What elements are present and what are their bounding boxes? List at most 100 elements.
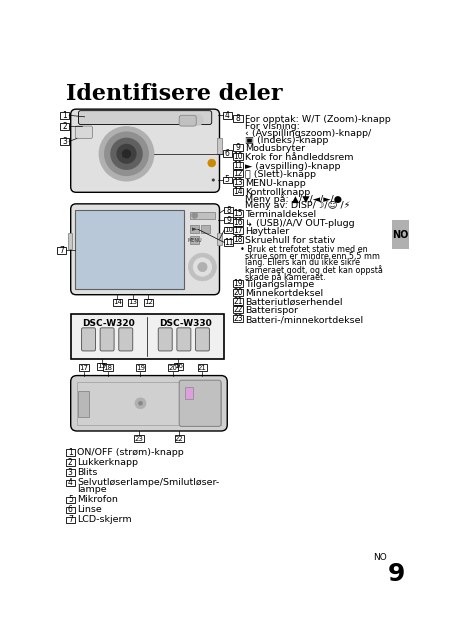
Text: lampe: lampe bbox=[77, 485, 107, 495]
Text: 7: 7 bbox=[59, 246, 64, 255]
Text: 6: 6 bbox=[68, 505, 73, 514]
Text: kameraet godt, og det kan oppstå: kameraet godt, og det kan oppstå bbox=[240, 265, 383, 275]
Bar bbox=[233, 315, 243, 322]
Circle shape bbox=[138, 401, 143, 406]
Text: 2: 2 bbox=[62, 122, 67, 131]
Bar bbox=[66, 516, 74, 523]
FancyBboxPatch shape bbox=[158, 328, 172, 351]
Text: 18: 18 bbox=[104, 365, 113, 371]
Bar bbox=[75, 210, 184, 289]
Bar bbox=[66, 460, 74, 466]
Text: skade på kameraet.: skade på kameraet. bbox=[240, 272, 325, 282]
FancyBboxPatch shape bbox=[177, 328, 191, 351]
Text: NO: NO bbox=[392, 230, 408, 239]
Text: Lukkerknapp: Lukkerknapp bbox=[77, 458, 138, 467]
Text: skrue som er mindre enn 5,5 mm: skrue som er mindre enn 5,5 mm bbox=[240, 252, 380, 260]
Text: 13: 13 bbox=[128, 300, 137, 305]
Text: MENU: MENU bbox=[188, 237, 202, 243]
Bar bbox=[136, 364, 145, 371]
Bar bbox=[68, 233, 72, 248]
Text: 23: 23 bbox=[134, 436, 143, 442]
Text: LCD-skjerm: LCD-skjerm bbox=[77, 515, 132, 524]
Bar bbox=[60, 138, 69, 145]
Text: 20: 20 bbox=[168, 365, 178, 371]
Text: 13: 13 bbox=[233, 178, 243, 187]
Bar bbox=[190, 225, 199, 233]
Text: 15: 15 bbox=[97, 364, 106, 369]
Text: 5: 5 bbox=[225, 175, 230, 184]
Text: 14: 14 bbox=[233, 187, 243, 196]
Text: Minnekortdeksel: Minnekortdeksel bbox=[245, 289, 323, 298]
Circle shape bbox=[122, 149, 131, 159]
Text: NO: NO bbox=[373, 553, 387, 562]
Bar bbox=[66, 449, 74, 456]
Text: 19: 19 bbox=[136, 365, 145, 371]
Bar bbox=[134, 435, 143, 442]
Bar bbox=[391, 220, 409, 249]
Bar bbox=[66, 497, 74, 502]
Bar bbox=[217, 233, 222, 245]
Text: 11: 11 bbox=[224, 238, 233, 247]
Text: ► (avspilling)-knapp: ► (avspilling)-knapp bbox=[245, 162, 340, 171]
Text: 22: 22 bbox=[233, 305, 243, 314]
Bar bbox=[201, 225, 210, 233]
Text: ↳ (USB)/A/V OUT-plugg: ↳ (USB)/A/V OUT-plugg bbox=[245, 219, 355, 228]
Text: Batterispor: Batterispor bbox=[245, 307, 298, 316]
FancyBboxPatch shape bbox=[179, 115, 196, 126]
Text: 17: 17 bbox=[79, 365, 89, 371]
Text: Ⓡ (Slett)-knapp: Ⓡ (Slett)-knapp bbox=[245, 170, 316, 179]
Text: Høyttaler: Høyttaler bbox=[245, 227, 289, 237]
Bar bbox=[113, 299, 122, 306]
Circle shape bbox=[208, 159, 216, 167]
Circle shape bbox=[192, 212, 198, 218]
Text: 2: 2 bbox=[68, 458, 73, 467]
Bar bbox=[224, 239, 233, 246]
Bar bbox=[60, 123, 69, 129]
Bar bbox=[97, 363, 106, 370]
FancyBboxPatch shape bbox=[100, 328, 114, 351]
Bar bbox=[71, 314, 224, 358]
Text: 11: 11 bbox=[233, 161, 243, 170]
Text: Meny på: ▲/▼/◄/►/●: Meny på: ▲/▼/◄/►/● bbox=[245, 195, 342, 205]
Text: 21: 21 bbox=[198, 365, 207, 371]
Text: Blits: Blits bbox=[77, 468, 97, 477]
Text: 21: 21 bbox=[233, 297, 243, 306]
Bar bbox=[233, 219, 243, 226]
Bar bbox=[233, 115, 243, 122]
FancyBboxPatch shape bbox=[75, 126, 93, 138]
Bar bbox=[222, 177, 232, 184]
Bar bbox=[77, 381, 221, 425]
Text: Modusbryter: Modusbryter bbox=[245, 145, 305, 154]
Bar bbox=[233, 179, 243, 186]
Text: ON/OFF (strøm)-knapp: ON/OFF (strøm)-knapp bbox=[77, 448, 184, 457]
Text: 9: 9 bbox=[227, 216, 231, 225]
Bar bbox=[233, 298, 243, 305]
Text: Terminaldeksel: Terminaldeksel bbox=[245, 210, 316, 219]
Text: 16: 16 bbox=[233, 218, 243, 227]
Circle shape bbox=[192, 115, 203, 125]
Text: 5: 5 bbox=[68, 495, 73, 504]
Text: ‹ (Avspillingszoom)-knapp/: ‹ (Avspillingszoom)-knapp/ bbox=[245, 129, 371, 138]
Bar bbox=[233, 236, 243, 243]
Text: 3: 3 bbox=[68, 468, 73, 477]
Text: 17: 17 bbox=[233, 227, 243, 236]
Text: 1: 1 bbox=[62, 111, 67, 120]
Bar bbox=[233, 307, 243, 314]
Text: 9: 9 bbox=[388, 562, 405, 586]
Bar bbox=[233, 227, 243, 234]
FancyBboxPatch shape bbox=[71, 204, 219, 294]
FancyBboxPatch shape bbox=[79, 111, 212, 125]
Text: ▣ (Indeks)-knapp: ▣ (Indeks)-knapp bbox=[245, 136, 328, 145]
Bar bbox=[233, 145, 243, 151]
Bar bbox=[103, 364, 113, 371]
Text: 22: 22 bbox=[175, 436, 183, 442]
Bar bbox=[66, 479, 74, 486]
Text: 14: 14 bbox=[113, 300, 122, 305]
Bar bbox=[79, 391, 89, 417]
Text: 18: 18 bbox=[233, 235, 243, 244]
Text: 19: 19 bbox=[233, 279, 243, 288]
Text: lang. Ellers kan du ikke sikre: lang. Ellers kan du ikke sikre bbox=[240, 259, 360, 268]
FancyBboxPatch shape bbox=[119, 328, 133, 351]
Bar bbox=[174, 435, 184, 442]
Text: 20: 20 bbox=[233, 288, 243, 297]
